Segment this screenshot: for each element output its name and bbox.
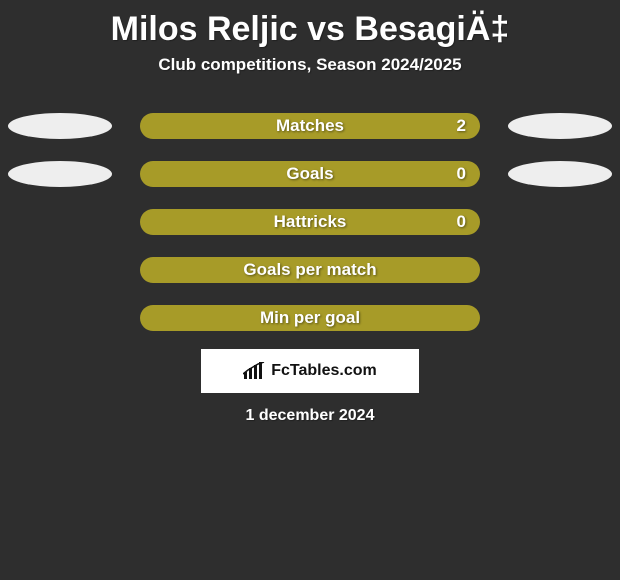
chart-icon: [243, 362, 265, 380]
stats-card: Milos Reljic vs BesagiÄ‡ Club competitio…: [0, 0, 620, 580]
stat-label: Min per goal: [260, 308, 360, 328]
stat-row: Hattricks 0: [0, 209, 620, 235]
stat-label: Goals per match: [243, 260, 376, 280]
stat-label: Goals: [286, 164, 333, 184]
stat-rows: Matches 2 Goals 0 Hattricks 0: [0, 93, 620, 331]
footer-brand-text: FcTables.com: [271, 362, 377, 380]
stat-row: Goals 0: [0, 161, 620, 187]
footer-brand-card: FcTables.com: [201, 349, 419, 393]
stat-row: Matches 2: [0, 113, 620, 139]
stat-row: Goals per match: [0, 257, 620, 283]
page-subtitle: Club competitions, Season 2024/2025: [0, 55, 620, 93]
left-marker: [8, 113, 112, 139]
stat-bar: Min per goal: [140, 305, 480, 331]
stat-value: 2: [457, 116, 466, 136]
stat-row: Min per goal: [0, 305, 620, 331]
stat-bar: Hattricks 0: [140, 209, 480, 235]
stat-bar: Matches 2: [140, 113, 480, 139]
right-marker: [508, 161, 612, 187]
stat-value: 0: [457, 164, 466, 184]
stat-label: Matches: [276, 116, 344, 136]
right-marker: [508, 113, 612, 139]
stat-value: 0: [457, 212, 466, 232]
stat-bar: Goals 0: [140, 161, 480, 187]
page-title: Milos Reljic vs BesagiÄ‡: [0, 0, 620, 55]
left-marker: [8, 161, 112, 187]
footer-date: 1 december 2024: [0, 407, 620, 425]
stat-bar: Goals per match: [140, 257, 480, 283]
stat-label: Hattricks: [274, 212, 347, 232]
